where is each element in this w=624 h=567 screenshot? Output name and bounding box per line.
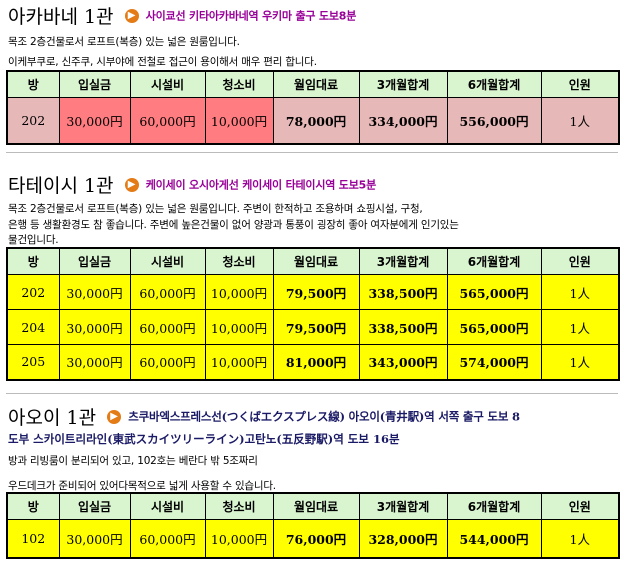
table-row: 202 30,000円 60,000円 10,000円 79,500円 338,… [6,274,620,310]
table-row: 205 30,000円 60,000円 10,000円 81,000円 343,… [6,344,620,380]
header-deposit: 입실금 [58,492,131,520]
cell-cleaning-fee: 10,000円 [204,97,274,144]
cell-deposit: 30,000円 [58,309,131,345]
cell-cleaning-fee: 10,000円 [204,274,274,310]
header-cleaning-fee: 청소비 [204,70,274,98]
cell-room: 102 [6,519,60,558]
header-monthly-rent: 월임대료 [272,70,360,98]
description-line: 은행 등 생활환경도 참 좋습니다. 주변에 높은건물이 없어 양광과 통풍이 … [8,219,459,231]
rent-table: 방 입실금 시설비 청소비 월임대료 3개월합계 6개월합계 인원 202 30… [6,70,620,145]
cell-deposit: 30,000円 [58,97,131,144]
description-line: 물건입니다. [8,234,59,246]
table-row: 204 30,000円 60,000円 10,000円 79,500円 338,… [6,309,620,345]
header-6month-total: 6개월합계 [446,492,542,520]
arrow-right-icon: ▶ [124,177,139,192]
cell-deposit: 30,000円 [58,344,131,380]
header-3month-total: 3개월합계 [358,70,448,98]
cell-monthly-rent: 76,000円 [272,519,360,558]
cell-3month-total: 343,000円 [358,344,448,380]
building-access-line2: 도부 스카이트리라인(東武スカイツリーライン)고탄노(五反野駅)역 도보 16분 [8,432,400,446]
cell-deposit: 30,000円 [58,274,131,310]
arrow-right-icon: ▶ [124,8,139,23]
building-name: 타테이시 1관 [8,175,114,197]
rent-table: 방 입실금 시설비 청소비 월임대료 3개월합계 6개월합계 인원 102 30… [6,492,620,559]
cell-facility-fee: 60,000円 [129,97,206,144]
cell-monthly-rent: 81,000円 [272,344,360,380]
cell-facility-fee: 60,000円 [129,309,206,345]
divider [6,393,618,394]
cell-6month-total: 556,000円 [446,97,542,144]
cell-cleaning-fee: 10,000円 [204,344,274,380]
header-deposit: 입실금 [58,247,131,275]
cell-monthly-rent: 78,000円 [272,97,360,144]
building-title-row: 아오이 1관 ▶ 츠쿠바엑스프레스선(つくばエクスプレス線) 아오이(青井駅)역… [8,403,520,431]
header-deposit: 입실금 [58,70,131,98]
header-room: 방 [6,70,60,98]
header-cleaning-fee: 청소비 [204,492,274,520]
header-monthly-rent: 월임대료 [272,492,360,520]
cell-room: 202 [6,97,60,144]
cell-room: 202 [6,274,60,310]
header-occupancy: 인원 [540,247,620,275]
cell-6month-total: 544,000円 [446,519,542,558]
cell-deposit: 30,000円 [58,519,131,558]
cell-occupancy: 1人 [540,274,620,310]
cell-6month-total: 565,000円 [446,309,542,345]
building-name: 아오이 1관 [8,407,97,429]
building-access: 츠쿠바엑스프레스선(つくばエクスプレス線) 아오이(青井駅)역 서쪽 출구 도보… [128,409,520,424]
cell-occupancy: 1人 [540,309,620,345]
header-facility-fee: 시설비 [129,247,206,275]
table-header-row: 방 입실금 시설비 청소비 월임대료 3개월합계 6개월합계 인원 [6,492,620,520]
building-access: 케이세이 오시아게선 케이세이 타테이시역 도보5분 [145,178,377,192]
cell-facility-fee: 60,000円 [129,274,206,310]
arrow-right-icon: ▶ [107,409,122,424]
cell-facility-fee: 60,000円 [129,344,206,380]
cell-monthly-rent: 79,500円 [272,309,360,345]
header-3month-total: 3개월합계 [358,247,448,275]
cell-facility-fee: 60,000円 [129,519,206,558]
table-row: 102 30,000円 60,000円 10,000円 76,000円 328,… [6,519,620,558]
cell-3month-total: 328,000円 [358,519,448,558]
cell-cleaning-fee: 10,000円 [204,519,274,558]
cell-room: 204 [6,309,60,345]
description-line: 방과 리빙룸이 분리되어 있고, 102호는 베란다 밖 5조짜리 [8,455,258,467]
header-room: 방 [6,247,60,275]
header-6month-total: 6개월합계 [446,247,542,275]
cell-3month-total: 338,500円 [358,309,448,345]
building-name: 아카바네 1관 [8,6,114,28]
description-line: 목조 2층건물로서 로프트(복층) 있는 넓은 원룸입니다. 주변이 한적하고 … [8,203,423,215]
header-6month-total: 6개월합계 [446,70,542,98]
cell-3month-total: 334,000円 [358,97,448,144]
header-occupancy: 인원 [540,492,620,520]
header-room: 방 [6,492,60,520]
header-facility-fee: 시설비 [129,492,206,520]
building-title-row: 아카바네 1관 ▶ 사이쿄선 키타아카바네역 우키마 출구 도보8분 [8,2,356,30]
cell-monthly-rent: 79,500円 [272,274,360,310]
cell-occupancy: 1人 [540,97,620,144]
header-3month-total: 3개월합계 [358,492,448,520]
rent-table: 방 입실금 시설비 청소비 월임대료 3개월합계 6개월합계 인원 202 30… [6,247,620,381]
table-row: 202 30,000円 60,000円 10,000円 78,000円 334,… [6,97,620,144]
header-facility-fee: 시설비 [129,70,206,98]
header-monthly-rent: 월임대료 [272,247,360,275]
header-cleaning-fee: 청소비 [204,247,274,275]
table-header-row: 방 입실금 시설비 청소비 월임대료 3개월합계 6개월합계 인원 [6,247,620,275]
building-title-row: 타테이시 1관 ▶ 케이세이 오시아게선 케이세이 타테이시역 도보5분 [8,171,376,199]
cell-occupancy: 1人 [540,344,620,380]
cell-room: 205 [6,344,60,380]
cell-occupancy: 1人 [540,519,620,558]
cell-3month-total: 338,500円 [358,274,448,310]
header-occupancy: 인원 [540,70,620,98]
cell-cleaning-fee: 10,000円 [204,309,274,345]
description-line: 이케부쿠로, 신주쿠, 시부야에 전철로 접근이 용이해서 매우 편리 합니다. [8,56,317,68]
description-line: 우드데크가 준비되어 있어다목적으로 넓게 사용할 수 있습니다. [8,480,276,492]
cell-6month-total: 574,000円 [446,344,542,380]
description-line: 목조 2층건물로서 로프트(복층) 있는 넓은 원룸입니다. [8,36,240,48]
cell-6month-total: 565,000円 [446,274,542,310]
building-access: 사이쿄선 키타아카바네역 우키마 출구 도보8분 [145,9,357,23]
table-header-row: 방 입실금 시설비 청소비 월임대료 3개월합계 6개월합계 인원 [6,70,620,98]
divider [6,152,618,153]
